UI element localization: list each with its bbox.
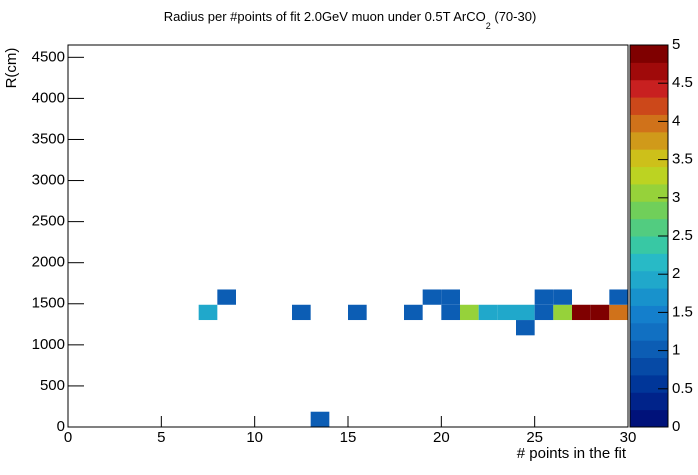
colorbar-band bbox=[630, 236, 668, 254]
x-axis-label: # points in the fit bbox=[517, 445, 627, 462]
colorbar-band bbox=[630, 340, 668, 359]
colorbar-band bbox=[630, 357, 668, 376]
z-tick-label: 4 bbox=[672, 112, 680, 129]
colorbar-band bbox=[630, 183, 668, 202]
z-tick-label: 1 bbox=[672, 342, 680, 359]
x-tick-label: 25 bbox=[526, 429, 543, 446]
colorbar-band bbox=[630, 409, 668, 428]
z-tick-label: 0.5 bbox=[672, 380, 693, 397]
cell bbox=[441, 289, 460, 305]
colorbar-band bbox=[630, 45, 668, 63]
colorbar-band bbox=[630, 218, 668, 237]
x-tick-label: 0 bbox=[64, 429, 72, 446]
cell bbox=[553, 304, 572, 321]
cell bbox=[478, 304, 498, 321]
x-tick-label: 15 bbox=[340, 429, 357, 446]
colorbar-band bbox=[630, 114, 668, 133]
cell bbox=[292, 304, 311, 321]
colorbar-band bbox=[630, 305, 668, 324]
cell bbox=[198, 304, 218, 321]
colorbar-band bbox=[630, 392, 668, 411]
x-tick-label: 20 bbox=[433, 429, 450, 446]
y-tick-label: 1500 bbox=[32, 295, 65, 312]
cell bbox=[516, 320, 535, 336]
z-tick-label: 2 bbox=[672, 265, 680, 282]
y-tick-label: 3000 bbox=[32, 172, 65, 189]
colorbar-band bbox=[630, 149, 668, 168]
plot-frame bbox=[67, 44, 629, 428]
colorbar-band bbox=[630, 253, 668, 272]
y-tick-label: 4500 bbox=[32, 48, 65, 65]
cell bbox=[460, 304, 479, 321]
cell bbox=[516, 304, 535, 321]
z-tick-label: 3 bbox=[672, 189, 680, 206]
title-text: Radius per #points of fit 2.0GeV muon un… bbox=[164, 9, 486, 24]
colorbar-band bbox=[630, 201, 668, 220]
z-tick-label: 5 bbox=[672, 36, 680, 53]
colorbar-band bbox=[630, 166, 668, 185]
y-tick-label: 500 bbox=[40, 377, 65, 394]
cell bbox=[534, 289, 554, 305]
colorbar-band bbox=[630, 97, 668, 115]
cell bbox=[572, 304, 591, 321]
cell bbox=[404, 304, 423, 321]
title-subscript: 2 bbox=[486, 21, 491, 31]
z-tick-label: 0 bbox=[672, 418, 680, 435]
z-tick-label: 2.5 bbox=[672, 227, 693, 244]
colorbar-band bbox=[630, 374, 668, 393]
x-tick-label: 5 bbox=[157, 429, 165, 446]
z-tick-label: 1.5 bbox=[672, 303, 693, 320]
cell bbox=[534, 304, 554, 321]
cell bbox=[348, 304, 367, 321]
colorbar-band bbox=[630, 270, 668, 289]
cell bbox=[441, 304, 460, 321]
cell bbox=[609, 304, 628, 321]
colorbar-band bbox=[630, 131, 668, 150]
y-tick-label: 3500 bbox=[32, 130, 65, 147]
y-tick-label: 2500 bbox=[32, 213, 65, 230]
x-tick-label: 30 bbox=[620, 429, 637, 446]
cell bbox=[609, 289, 628, 305]
cell bbox=[590, 304, 610, 321]
z-tick-label: 3.5 bbox=[672, 151, 693, 168]
y-tick-label: 4000 bbox=[32, 89, 65, 106]
cell bbox=[497, 304, 516, 321]
cell bbox=[422, 289, 442, 305]
x-tick-label: 10 bbox=[246, 429, 263, 446]
colorbar-band bbox=[630, 62, 668, 81]
cell bbox=[553, 289, 572, 305]
chart-title: Radius per #points of fit 2.0GeV muon un… bbox=[164, 9, 537, 31]
y-tick-label: 0 bbox=[57, 418, 65, 435]
cell bbox=[217, 289, 236, 305]
colorbar-band bbox=[630, 79, 668, 98]
y-tick-label: 2000 bbox=[32, 254, 65, 271]
colorbar-band bbox=[630, 322, 668, 341]
z-tick-label: 4.5 bbox=[672, 74, 693, 91]
colorbar-band bbox=[630, 288, 668, 306]
y-tick-label: 1000 bbox=[32, 336, 65, 353]
cell bbox=[310, 411, 330, 427]
title-text: (70-30) bbox=[491, 9, 537, 24]
y-axis-label: R(cm) bbox=[3, 48, 20, 89]
